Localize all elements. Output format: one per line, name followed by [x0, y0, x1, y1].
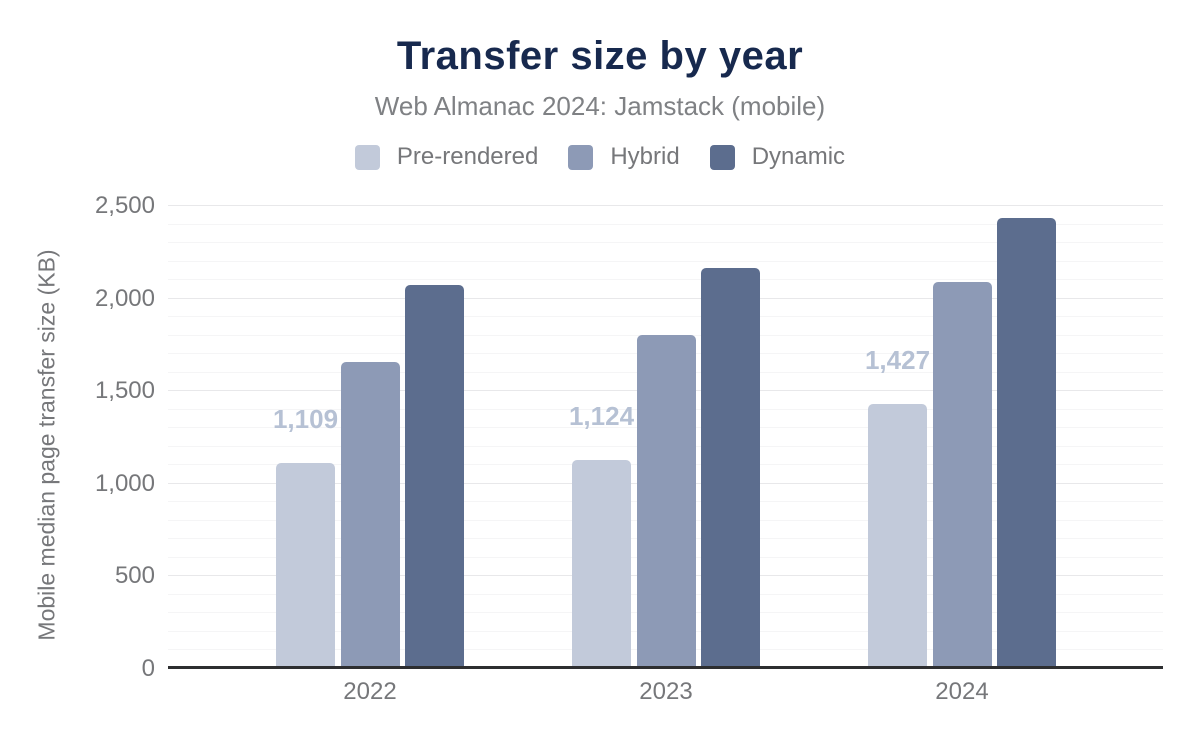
plot-area: 1,109 1,124 1,427 — [168, 205, 1163, 668]
bar-2024-dynamic — [997, 217, 1056, 668]
legend-item-hybrid: Hybrid — [568, 143, 680, 171]
x-tick-label-2023: 2023 — [639, 678, 693, 705]
legend: Pre-rendered Hybrid Dynamic — [0, 143, 1200, 171]
minor-gridline — [168, 260, 1163, 262]
minor-gridline — [168, 223, 1163, 225]
bar-2022-hybrid — [340, 362, 400, 668]
chart-title: Transfer size by year — [396, 34, 804, 78]
legend-item-pre-rendered: Pre-rendered — [354, 143, 539, 171]
y-tick-label: 1,000 — [94, 469, 155, 497]
chart-subtitle: Web Almanac 2024: Jamstack (mobile) — [374, 91, 826, 121]
bar-2024-pre-rendered — [868, 403, 927, 668]
minor-gridline — [168, 316, 1163, 318]
bar-2022-dynamic — [405, 284, 464, 668]
y-tick-label: 500 — [114, 562, 155, 590]
bar-2023-pre-rendered — [572, 459, 631, 668]
legend-item-dynamic: Dynamic — [709, 143, 846, 171]
legend-label: Pre-rendered — [396, 143, 539, 170]
minor-gridline — [168, 242, 1163, 244]
legend-label: Dynamic — [751, 143, 846, 170]
legend-swatch-icon — [709, 144, 735, 170]
bar-2024-hybrid — [932, 281, 992, 668]
minor-gridline — [168, 279, 1163, 281]
legend-swatch-icon — [354, 144, 380, 170]
y-tick-label: 0 — [141, 655, 155, 682]
bar-2023-dynamic — [701, 267, 760, 668]
major-gridline — [168, 297, 1163, 299]
legend-swatch-icon — [568, 144, 594, 170]
x-tick-label-2022: 2022 — [343, 678, 397, 705]
major-gridline — [168, 205, 1163, 206]
bar-2023-hybrid — [636, 334, 696, 668]
bar-2022-pre-rendered — [276, 462, 335, 668]
x-axis-baseline — [168, 666, 1163, 669]
legend-label: Hybrid — [610, 143, 680, 170]
x-tick-label-2024: 2024 — [935, 678, 989, 705]
bar-value-label: 1,124 — [568, 400, 635, 431]
y-tick-label: 2,500 — [94, 192, 155, 219]
bar-value-label: 1,427 — [864, 344, 931, 375]
y-tick-label: 1,500 — [94, 377, 155, 405]
y-tick-label: 2,000 — [94, 284, 155, 312]
bar-value-label: 1,109 — [272, 403, 339, 434]
